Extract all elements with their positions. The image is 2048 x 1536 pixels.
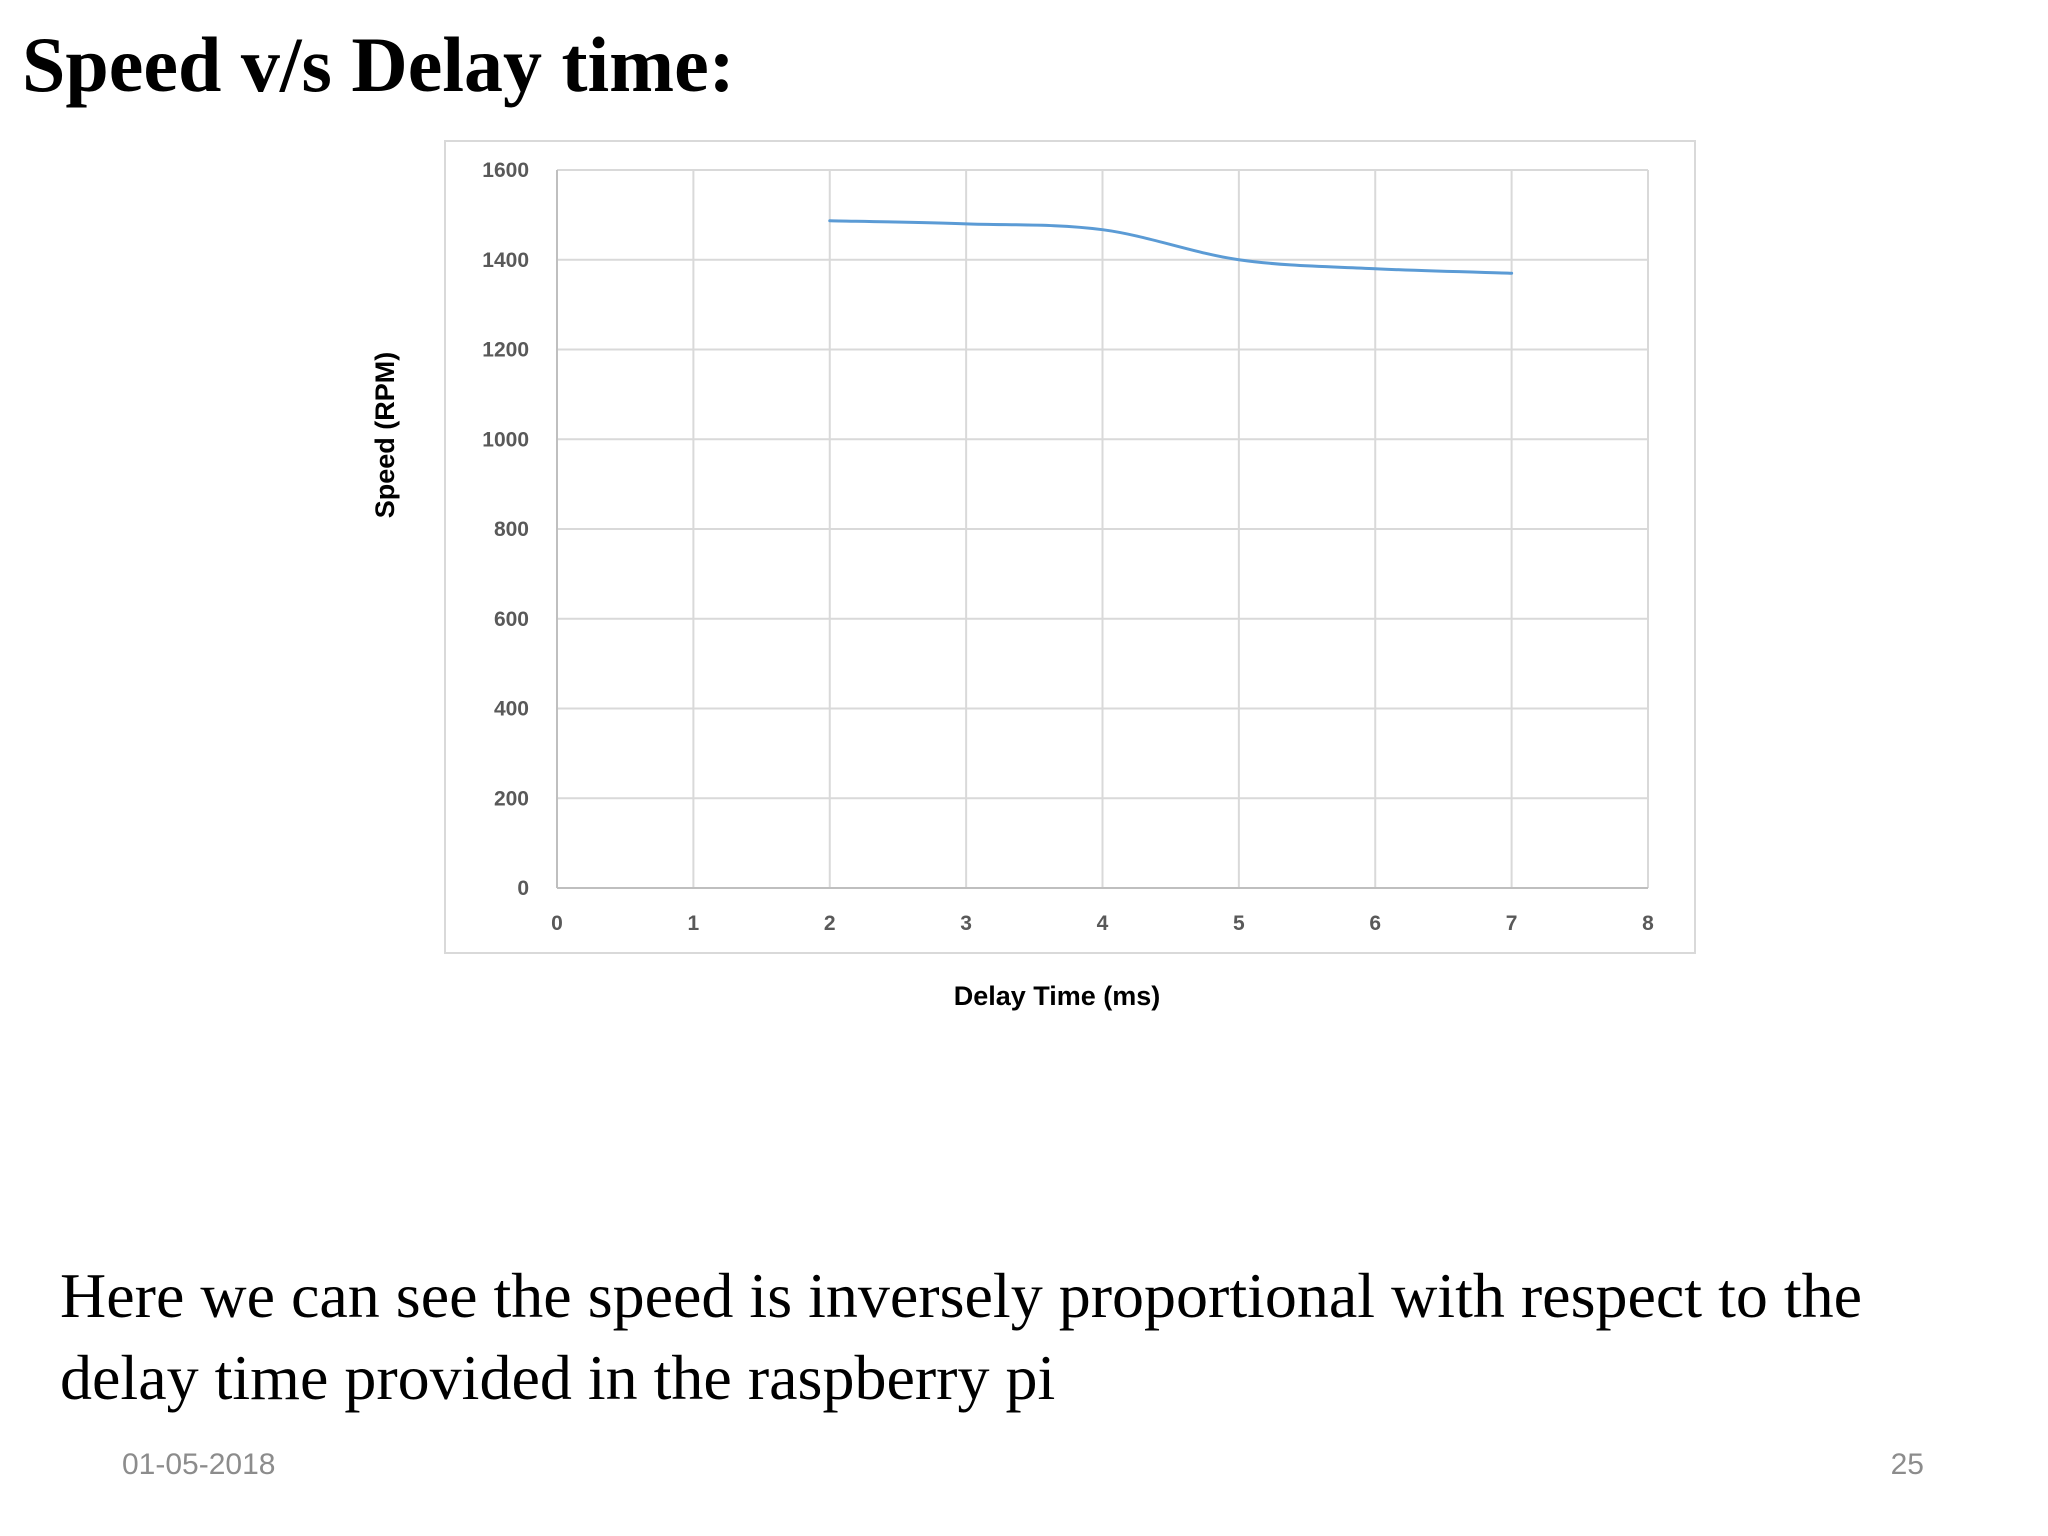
x-tick-label: 7	[1506, 912, 1518, 935]
footer-date: 01-05-2018	[122, 1448, 276, 1481]
y-tick-label: 1600	[482, 159, 529, 182]
x-tick-label: 6	[1369, 912, 1381, 935]
y-tick-label: 1400	[482, 249, 529, 272]
slide-title: Speed v/s Delay time:	[22, 21, 735, 108]
gridlines	[557, 169, 1649, 888]
x-tick-label: 2	[824, 912, 836, 935]
y-tick-label: 800	[494, 518, 529, 541]
y-axis-title: Speed (RPM)	[370, 352, 400, 519]
x-tick-label: 1	[688, 912, 700, 935]
y-tick-label: 600	[494, 608, 529, 631]
x-tick-label: 3	[960, 912, 972, 935]
y-tick-labels: 0 200 400 600 800 1000 1200 1400 1600	[482, 159, 529, 900]
axes	[556, 170, 1648, 889]
series-layer	[828, 219, 1514, 275]
y-tick-label: 400	[494, 698, 529, 721]
page-number: 25	[1890, 1448, 1924, 1481]
y-tick-label: 0	[517, 877, 529, 900]
x-tick-labels: 0 1 2 3 4 5 6 7 8	[551, 912, 1654, 935]
series-line	[828, 219, 1514, 275]
x-tick-label: 4	[1097, 912, 1109, 935]
x-tick-label: 5	[1233, 912, 1245, 935]
x-tick-label: 0	[551, 912, 563, 935]
x-axis-title: Delay Time (ms)	[954, 981, 1161, 1011]
x-tick-label: 8	[1642, 912, 1654, 935]
y-tick-label: 1000	[482, 428, 529, 451]
y-tick-label: 200	[494, 787, 529, 810]
chart-frame	[444, 140, 1696, 954]
y-tick-label: 1200	[482, 339, 529, 362]
body-text: Here we can see the speed is inversely p…	[60, 1260, 1863, 1413]
